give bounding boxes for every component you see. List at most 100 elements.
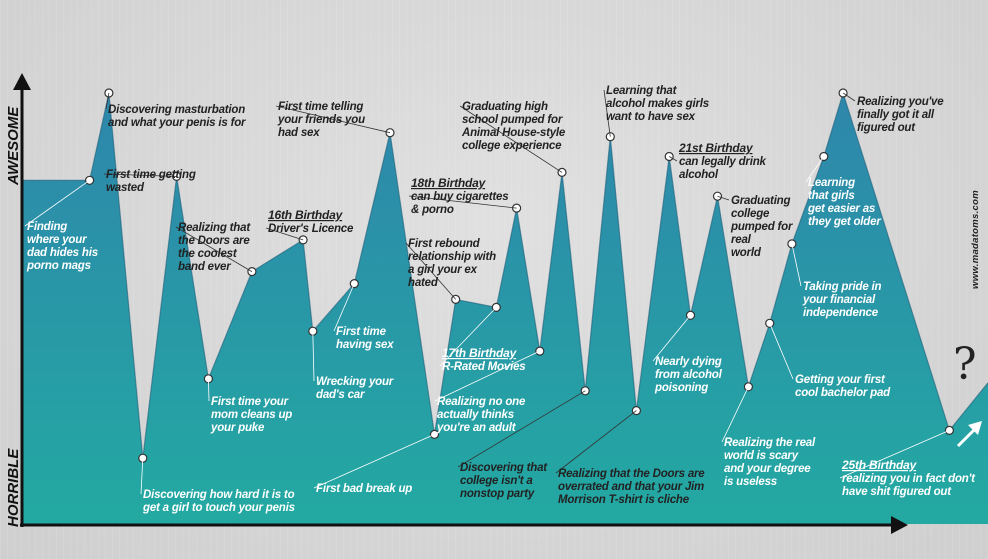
event-label-line: and what your penis is for <box>108 117 246 129</box>
event-label-line: First bad break up <box>316 483 412 495</box>
event-label-line: Getting your first <box>795 374 886 386</box>
leader-line <box>555 410 637 474</box>
leader-line <box>791 243 802 287</box>
event-label-line: your financial <box>802 294 876 306</box>
event-label-line: hated <box>408 277 439 289</box>
event-label-line: Realizing that <box>178 222 251 234</box>
event-label-line: college <box>731 208 770 220</box>
x-axis-arrowhead <box>891 516 908 534</box>
event-label-line: you're an adult <box>436 422 517 434</box>
event-label-line: porno mags <box>26 260 91 272</box>
marker-layer <box>24 88 955 495</box>
leader-line <box>208 378 210 402</box>
event-label-line: relationship with <box>408 251 496 263</box>
event-label-line: Graduating high <box>462 101 548 113</box>
event-label-line: Discovering that <box>460 462 548 474</box>
leader-line <box>805 156 825 183</box>
axis-layer: AWESOME HORRIBLE <box>5 73 982 534</box>
leader-line <box>603 89 611 137</box>
leader-line <box>439 307 497 367</box>
leader-line <box>839 430 950 479</box>
event-label-line: Realizing that the Doors are <box>558 468 705 480</box>
event-label-line: First time your <box>211 396 289 408</box>
event-label-line: pumped for <box>730 221 793 233</box>
event-label-line: Driver's Licence <box>268 223 354 235</box>
event-label-line: alcohol <box>679 169 719 181</box>
event-label-line: First time getting <box>106 169 196 181</box>
leader-line <box>140 458 144 495</box>
event-label-line: independence <box>803 307 879 319</box>
leader-line <box>275 105 391 134</box>
event-label-line: finally got it all <box>857 109 935 121</box>
leader-line <box>459 105 563 173</box>
event-label-line: the coolest <box>178 248 238 260</box>
event-label-line: nonstop party <box>460 488 535 500</box>
event-label-line: figured out <box>857 122 916 134</box>
leader-line <box>24 179 90 227</box>
event-label-line: & porno <box>411 204 454 216</box>
birthday-heading: 18th Birthday <box>411 176 487 190</box>
leader-line <box>312 331 315 382</box>
event-label-line: First time <box>336 326 387 338</box>
y-axis-arrowhead <box>13 73 31 90</box>
event-label-line: overrated and that your Jim <box>558 481 704 493</box>
event-label-line: your friends you <box>277 114 365 126</box>
event-label-line: can legally drink <box>679 156 767 168</box>
leader-line <box>265 227 304 241</box>
leader-line <box>313 434 435 489</box>
event-label-line: realizing you in fact don't <box>842 473 976 485</box>
event-label-line: Nearly dying <box>655 356 722 368</box>
credit-text: www.madatoms.com <box>970 190 981 289</box>
life-line <box>22 90 988 459</box>
event-label-line: First rebound <box>408 238 481 250</box>
event-label-line: world <box>731 247 762 259</box>
leader-line <box>769 323 794 380</box>
event-label-line: college experience <box>462 140 562 152</box>
event-label-line: wasted <box>106 182 145 194</box>
question-mark: ? <box>953 339 977 390</box>
event-label-line: Realizing you've <box>857 96 944 108</box>
event-label-line: school pumped for <box>462 114 563 126</box>
event-label-line: can buy cigarettes <box>411 191 508 203</box>
event-label-line: dad's car <box>316 389 365 401</box>
event-label-line: Realizing no one <box>437 396 526 408</box>
event-label-line: where your <box>27 234 87 246</box>
leader-line <box>434 350 540 402</box>
y-axis-top-label: AWESOME <box>5 106 22 186</box>
event-label-line: the Doors are <box>178 235 250 247</box>
trend-arrow-shaft <box>956 426 978 448</box>
leader-line <box>652 315 691 362</box>
event-label-line: from alcohol <box>655 369 723 381</box>
event-label-line: band ever <box>178 261 231 273</box>
event-label-line: Taking pride in <box>803 281 882 293</box>
event-label-line: is useless <box>724 476 777 488</box>
birthday-heading: 17th Birthday <box>442 346 518 360</box>
leader-line <box>669 156 678 162</box>
event-label-line: Realizing the real <box>724 437 816 449</box>
leader-line <box>105 92 110 110</box>
birthday-heading: 16th Birthday <box>268 208 344 222</box>
event-label-line: cool bachelor pad <box>795 387 891 399</box>
event-label-line: Learning that <box>606 85 678 97</box>
event-label-line: and your degree <box>724 463 811 475</box>
event-label-line: mom cleans up <box>211 409 292 421</box>
event-label-line: a girl your ex <box>408 264 478 276</box>
leader-line <box>721 386 749 443</box>
event-label-line: dad hides his <box>27 247 98 259</box>
event-label-line: Graduating <box>731 195 791 207</box>
event-label-line: Finding <box>27 221 67 233</box>
leader-line <box>405 242 457 300</box>
event-label-line: get easier as <box>807 203 875 215</box>
y-axis-bottom-label: HORRIBLE <box>5 448 22 527</box>
event-label-line: alcohol makes girls <box>606 98 709 110</box>
event-label-line: world is scary <box>724 450 799 462</box>
leader-line <box>717 195 730 201</box>
event-label-line: want to have sex <box>606 111 696 123</box>
leader-line <box>103 173 177 177</box>
event-label-line: Discovering how hard it is to <box>143 489 295 501</box>
event-label-line: real <box>731 234 752 246</box>
event-label-line: Discovering masturbation <box>108 104 245 116</box>
trend-arrow-head <box>968 421 982 435</box>
event-label-line: Wrecking your <box>316 376 394 388</box>
event-label-line: college isn't a <box>460 475 533 487</box>
